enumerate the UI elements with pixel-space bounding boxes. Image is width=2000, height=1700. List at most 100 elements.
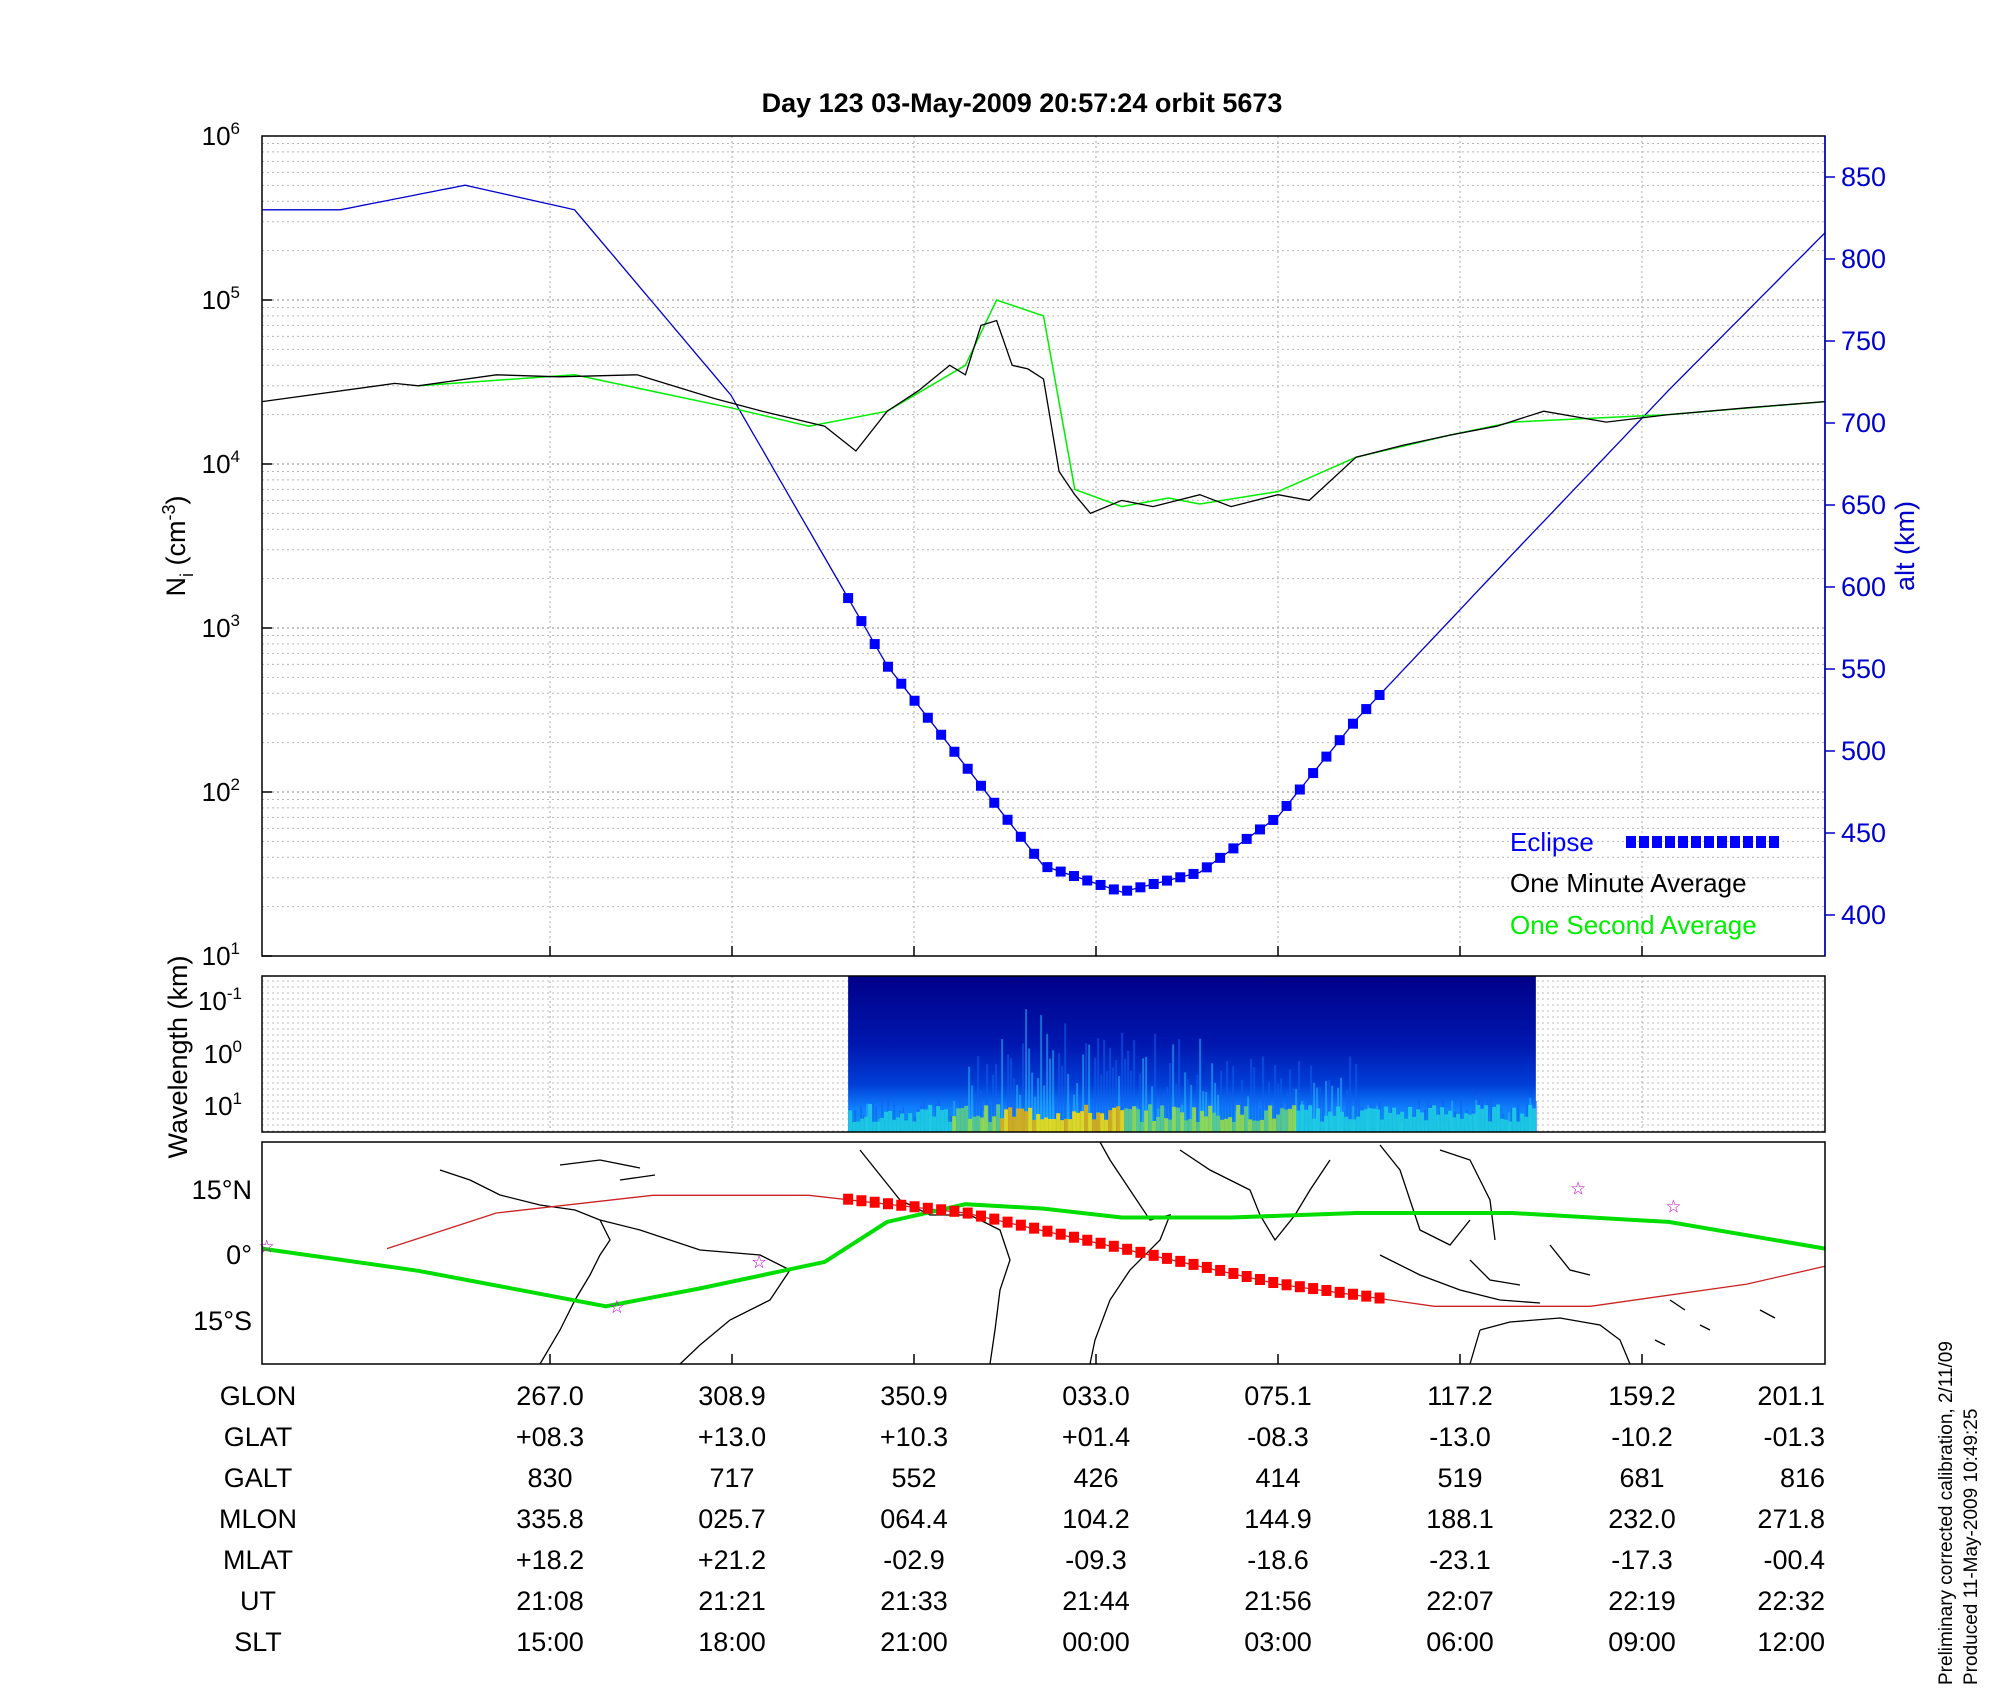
- y-tick-label: 106: [202, 119, 240, 151]
- spectrogram-streak: [1022, 1043, 1025, 1132]
- table-cell: 15:00: [516, 1627, 584, 1657]
- spectrogram-band: [1340, 1111, 1345, 1132]
- spectrogram-streak: [968, 1066, 971, 1132]
- spectrogram-band: [972, 1116, 977, 1132]
- spectrogram-band: [1276, 1114, 1281, 1132]
- eclipse-track-marker: [882, 1198, 893, 1210]
- eclipse-marker: [1122, 885, 1133, 896]
- spectrogram-band: [1072, 1111, 1077, 1132]
- spectrogram-band: [1368, 1108, 1373, 1132]
- spectrogram-band: [912, 1121, 917, 1132]
- spectrogram-band: [908, 1113, 913, 1132]
- spectrogram-streak: [1358, 1097, 1361, 1132]
- spectrogram-band: [1152, 1120, 1157, 1132]
- table-cell: +13.0: [698, 1422, 766, 1452]
- spectrogram-band: [1468, 1114, 1473, 1132]
- spectrogram-band: [1456, 1113, 1461, 1132]
- spectrogram-streak: [1025, 1009, 1028, 1132]
- eclipse-track-marker: [1281, 1279, 1292, 1291]
- spectrogram-band: [1404, 1118, 1409, 1132]
- coastline: [439, 1169, 611, 1365]
- spectrogram-band: [1392, 1107, 1397, 1132]
- table-cell: 064.4: [880, 1504, 948, 1534]
- spectrogram-band: [1176, 1107, 1181, 1132]
- eclipse-marker: [1254, 824, 1265, 835]
- spectrogram-streak: [1322, 1101, 1325, 1132]
- spectrogram-band: [1080, 1111, 1085, 1132]
- spectrogram-band: [1120, 1110, 1125, 1132]
- spectrogram-streak: [1280, 1078, 1283, 1132]
- spectrogram-band: [1304, 1109, 1309, 1132]
- spectrogram-band: [1128, 1109, 1133, 1132]
- legend-eclipse-marker: [1769, 836, 1779, 848]
- eclipse-track-marker: [1161, 1252, 1172, 1264]
- spectrogram-band: [1088, 1112, 1093, 1132]
- spectrogram-streak: [1313, 1082, 1316, 1132]
- table-cell: -23.1: [1429, 1545, 1491, 1575]
- eclipse-track-marker: [989, 1213, 1000, 1225]
- spectrogram-band: [1192, 1107, 1197, 1132]
- spectrogram-streak: [1088, 1044, 1091, 1132]
- spectrogram-band: [980, 1117, 985, 1132]
- eclipse-track-marker: [1321, 1284, 1332, 1296]
- spectrogram-band: [1424, 1120, 1429, 1132]
- spectrogram-band: [1220, 1119, 1225, 1132]
- spectrogram-streak: [1277, 1083, 1280, 1132]
- spectrogram-streak: [1016, 1084, 1019, 1132]
- table-cell: 12:00: [1757, 1627, 1825, 1657]
- y-tick-label: 101: [204, 1089, 242, 1121]
- spectrogram-band: [848, 1110, 853, 1132]
- spectrogram-band: [1420, 1112, 1425, 1132]
- table-cell: 22:19: [1608, 1586, 1676, 1616]
- eclipse-track-marker: [909, 1201, 920, 1213]
- spectrogram-band: [1108, 1110, 1113, 1132]
- legend-eclipse-marker: [1639, 836, 1649, 848]
- spectrogram-band: [1336, 1106, 1341, 1132]
- spectrogram-band: [1228, 1117, 1233, 1132]
- table-cell: 201.1: [1757, 1381, 1825, 1411]
- lat-tick-label: 0°: [226, 1240, 252, 1270]
- spectrogram-streak: [1082, 1054, 1085, 1132]
- eclipse-marker: [1175, 872, 1186, 883]
- spectrogram-streak: [1142, 1058, 1145, 1132]
- eclipse-track-marker: [962, 1207, 973, 1219]
- table-cell: 09:00: [1608, 1627, 1676, 1657]
- spectrogram-streak: [1109, 1047, 1112, 1132]
- spectrogram-streak: [1298, 1060, 1301, 1132]
- spectrogram-band: [856, 1121, 861, 1132]
- spectrogram-streak: [1172, 1044, 1175, 1132]
- coastline: [1379, 1254, 1541, 1304]
- spectrogram-band: [1140, 1121, 1145, 1132]
- star-icon: ☆: [259, 1236, 275, 1257]
- spectrogram-band: [1312, 1118, 1317, 1132]
- eclipse-marker: [1148, 878, 1159, 889]
- eclipse-track-marker: [856, 1195, 867, 1207]
- spectrogram-band: [904, 1120, 909, 1132]
- spectrogram-streak: [1097, 1038, 1100, 1132]
- spectrogram-band: [872, 1121, 877, 1132]
- spectrogram-streak: [1121, 1032, 1124, 1132]
- eclipse-marker: [882, 661, 893, 672]
- spectrogram-band: [1016, 1108, 1021, 1132]
- altitude-tick-label: 450: [1841, 818, 1886, 848]
- spectrogram-streak: [1034, 1096, 1037, 1132]
- spectrogram-band: [1060, 1120, 1065, 1132]
- spectrogram: [848, 976, 1538, 1132]
- spectrogram-band: [1036, 1114, 1041, 1132]
- spectrogram-band: [1364, 1109, 1369, 1132]
- spectrogram-streak: [1289, 1069, 1292, 1132]
- spectrogram-streak: [1154, 1033, 1157, 1132]
- spectrogram-streak: [1340, 1077, 1343, 1132]
- spectrogram-band: [944, 1109, 949, 1132]
- spectrogram-streak: [1100, 1074, 1103, 1132]
- eclipse-marker: [909, 695, 920, 706]
- spectrogram-band: [1448, 1110, 1453, 1132]
- eclipse-track-marker: [896, 1199, 907, 1211]
- table-cell: +10.3: [880, 1422, 948, 1452]
- spectrogram-band: [880, 1117, 885, 1132]
- density-series: [261, 184, 1826, 896]
- spectrogram-band: [1252, 1120, 1257, 1132]
- spectrogram-band: [1048, 1119, 1053, 1132]
- spectrogram-band: [948, 1121, 953, 1132]
- table-cell: 308.9: [698, 1381, 766, 1411]
